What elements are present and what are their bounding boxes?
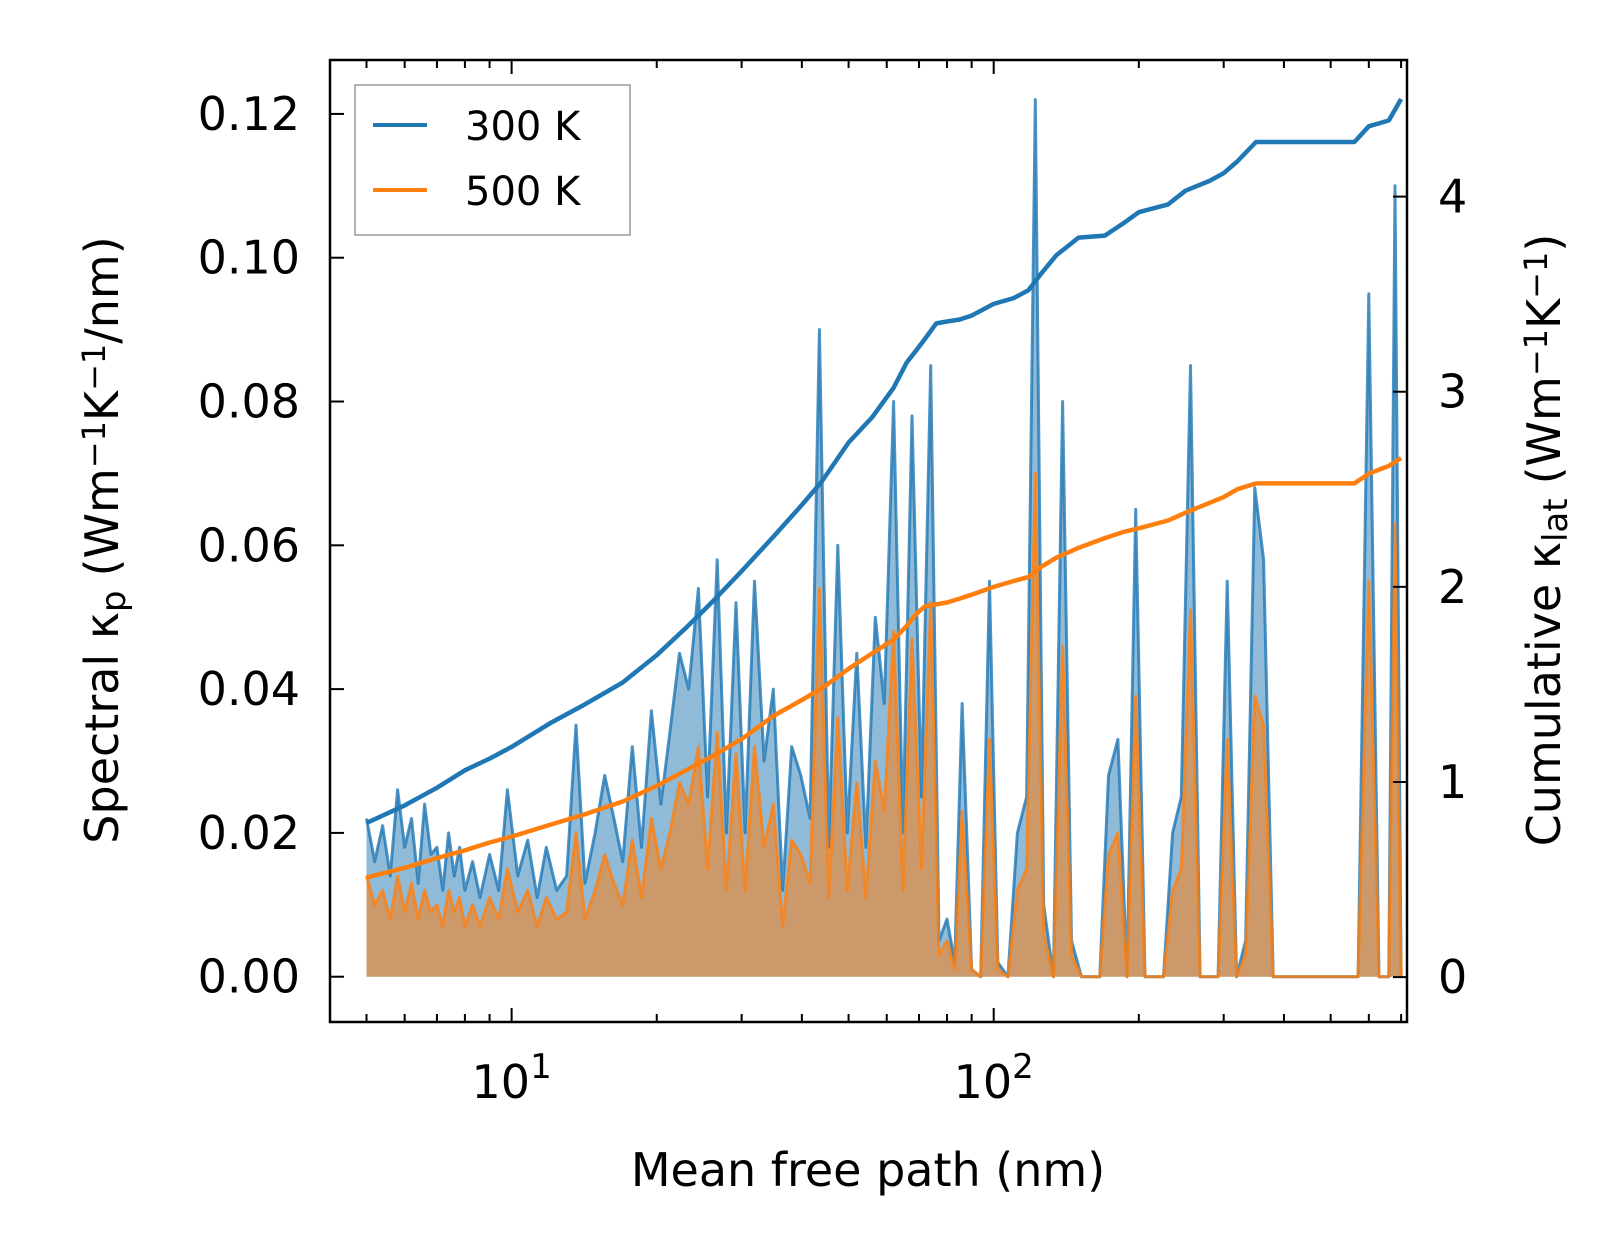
ticks-layer: 101 102 0.00 0.02 0.04 0.06 0.08 0.10 0.12 0 1 2 3 4 xyxy=(198,60,1467,1109)
y-axis-label-left: Spectral κp(Wm−1K−1/nm) xyxy=(75,236,134,843)
y-left-tick-label: 0.06 xyxy=(198,518,300,572)
y-right-tick-label: 1 xyxy=(1438,755,1467,809)
legend-label-500k: 500 K xyxy=(465,169,582,215)
x-axis-label: Mean free path (nm) xyxy=(631,1143,1105,1197)
y-right-tick-label: 2 xyxy=(1438,560,1467,614)
y-left-tick-label: 0.02 xyxy=(198,806,300,860)
y-axis-label-right: Cumulative κlat(Wm−1K−1) xyxy=(1517,234,1576,847)
y-left-tick-label: 0.00 xyxy=(198,950,300,1004)
x-tick-label: 101 xyxy=(472,1047,552,1109)
series-layer xyxy=(365,97,1404,979)
legend-label-300k: 300 K xyxy=(465,104,582,150)
spectral-line-1 xyxy=(365,471,1403,979)
y-left-tick-label: 0.12 xyxy=(198,87,300,141)
y-left-tick-label: 0.10 xyxy=(198,231,300,285)
plot-frame xyxy=(328,58,1409,1024)
legend-box xyxy=(354,84,631,236)
y-left-tick-label: 0.04 xyxy=(198,662,300,716)
cumulative-line-1 xyxy=(365,456,1403,880)
x-tick-label: 102 xyxy=(954,1047,1034,1109)
y-left-tick-label: 0.08 xyxy=(198,375,300,429)
y-right-tick-label: 0 xyxy=(1438,950,1467,1004)
cumulative-line-0 xyxy=(365,97,1404,826)
legend: 300 K 500 K xyxy=(354,84,631,236)
spectral-area-1 xyxy=(366,473,1402,977)
spectral-line-0 xyxy=(365,98,1403,979)
y-right-tick-label: 4 xyxy=(1438,170,1467,224)
y-right-tick-label: 3 xyxy=(1438,365,1467,419)
